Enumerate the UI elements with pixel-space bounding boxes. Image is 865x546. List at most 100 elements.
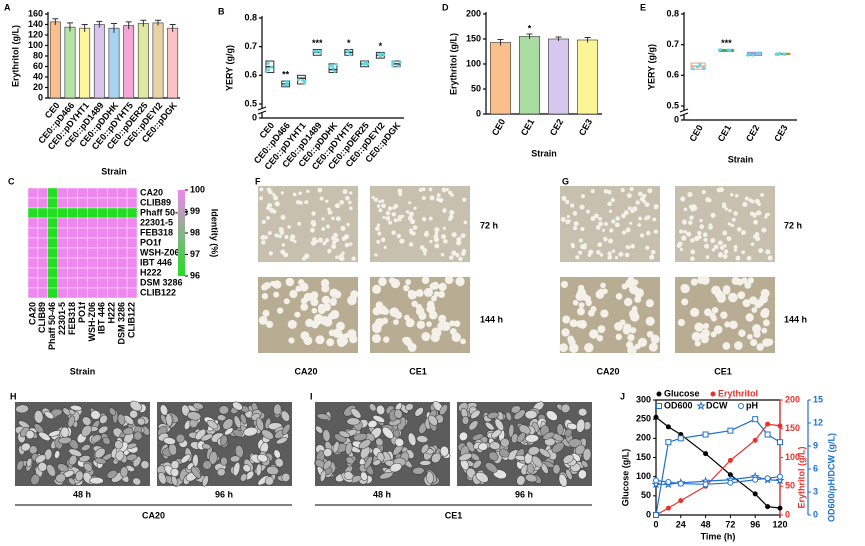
heatmap-cell <box>37 237 49 249</box>
colony <box>442 226 447 230</box>
cell <box>372 459 382 466</box>
cell <box>44 411 55 420</box>
marker <box>777 423 783 429</box>
colony <box>298 191 302 196</box>
heatmap-cell <box>77 187 88 199</box>
colony <box>575 320 584 328</box>
colony <box>336 321 345 331</box>
y-tick-label: 0 <box>252 112 257 122</box>
colony <box>283 252 289 258</box>
heatmap-cell <box>97 227 108 239</box>
colony <box>607 191 612 195</box>
colony <box>726 236 731 241</box>
colony <box>704 243 710 249</box>
y-tick-label: 80 <box>33 50 43 60</box>
marker <box>765 504 771 510</box>
row-label: CLIB89 <box>140 197 171 207</box>
row-label: CLIB122 <box>140 287 176 297</box>
cell <box>316 413 330 420</box>
replicate-dot <box>774 52 778 56</box>
cell <box>26 458 33 468</box>
colony <box>411 231 416 236</box>
colony <box>597 325 606 333</box>
colony <box>441 321 451 332</box>
replicate-dot <box>377 53 381 57</box>
bar <box>49 21 61 99</box>
colony <box>405 210 410 214</box>
replicate-dot <box>328 64 332 68</box>
colony <box>762 338 771 347</box>
heatmap-cell <box>57 207 68 219</box>
colony <box>319 196 324 201</box>
cell <box>439 404 448 416</box>
cell <box>508 423 515 438</box>
colony <box>709 312 716 319</box>
bar <box>577 39 598 115</box>
colony <box>293 239 297 244</box>
cell <box>115 450 125 461</box>
colony <box>330 297 337 305</box>
replicate-dot <box>702 67 706 71</box>
colony <box>268 189 273 195</box>
replicate-dot <box>396 64 400 68</box>
colony <box>289 236 295 242</box>
y-tick-label: 150 <box>466 33 481 43</box>
colony <box>644 202 650 207</box>
error-bar <box>111 22 117 33</box>
colony <box>391 230 396 235</box>
replicate-dot <box>364 62 368 66</box>
replicate-dot <box>746 53 750 57</box>
y-axis-label: YERY (g/g) <box>646 44 656 90</box>
error-bar <box>140 19 147 27</box>
colony <box>567 335 575 343</box>
colony <box>632 206 638 212</box>
colony <box>263 235 268 240</box>
colony <box>638 216 643 221</box>
colony <box>650 249 656 255</box>
colony <box>646 330 654 338</box>
error-bar <box>96 20 103 28</box>
colony <box>686 231 692 237</box>
heatmap-cell <box>47 207 58 219</box>
colony <box>694 340 701 347</box>
y-tick-label: 50 <box>641 490 651 500</box>
colony <box>378 278 387 287</box>
colony <box>376 239 381 244</box>
colony <box>376 204 381 208</box>
column-label: CLIB89 <box>37 302 47 333</box>
colony <box>635 200 640 205</box>
colorbar <box>178 190 185 276</box>
cell <box>382 426 394 439</box>
colony <box>599 253 604 257</box>
heatmap-cell <box>67 287 78 299</box>
cell <box>419 460 432 466</box>
colony <box>376 223 381 227</box>
colony <box>623 323 632 332</box>
colony <box>627 333 635 342</box>
heatmap-cell <box>107 207 118 219</box>
cell <box>338 430 351 438</box>
cell <box>368 403 377 412</box>
heatmap-cell <box>107 277 118 289</box>
colony <box>756 210 762 216</box>
colony <box>433 291 440 297</box>
colony <box>734 341 743 350</box>
colony <box>690 249 696 255</box>
cell <box>582 448 592 462</box>
panel-letter: B <box>218 6 225 16</box>
colony <box>720 311 728 319</box>
y-tick-label: 140 <box>28 19 43 29</box>
cell <box>67 415 75 428</box>
heatmap-cell <box>67 197 78 209</box>
colony <box>327 250 331 254</box>
colony <box>608 238 613 244</box>
colony <box>575 291 585 301</box>
colony <box>572 225 578 231</box>
cell <box>565 468 573 480</box>
colony <box>607 201 613 207</box>
colony <box>317 187 323 193</box>
colony <box>345 195 350 201</box>
error-bar <box>555 36 562 41</box>
colony <box>573 221 579 227</box>
colony <box>690 256 695 262</box>
